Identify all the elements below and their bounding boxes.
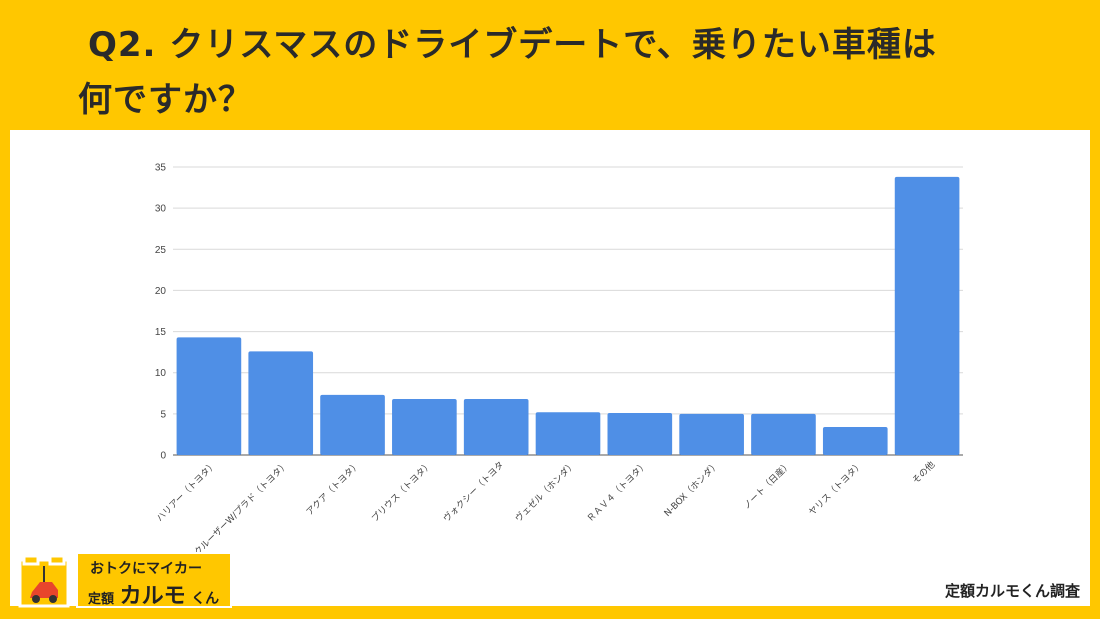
logo-brand-line: 定額 カルモ くん xyxy=(88,578,219,610)
logo-brand: カルモ xyxy=(119,584,186,609)
title-line-1: Q2. クリスマスのドライブデートで、乗りたい車種は xyxy=(88,25,937,65)
x-tick-label: ノート（日産） xyxy=(741,459,794,512)
y-tick-label: 5 xyxy=(160,409,166,420)
y-tick-label: 25 xyxy=(155,245,167,256)
title-line-2: 何ですか？ xyxy=(78,80,253,120)
y-tick-label: 20 xyxy=(155,286,167,297)
x-tick-label: ハリアー（トヨタ） xyxy=(154,459,219,524)
bar xyxy=(248,351,314,455)
bar xyxy=(607,413,673,455)
x-tick-label: アクア（トヨタ） xyxy=(304,459,362,517)
car-crane-logo-icon xyxy=(18,554,70,608)
bar xyxy=(751,413,816,455)
y-tick-label: 10 xyxy=(155,368,167,379)
x-tick-label: プリウス（トヨタ） xyxy=(369,459,434,524)
x-tick-label: N-BOX（ホンダ） xyxy=(661,459,721,519)
bar xyxy=(535,412,601,455)
x-tick-label: ヤリス（トヨタ） xyxy=(807,459,866,518)
logo-suffix: くん xyxy=(191,591,220,607)
x-tick-label: ＲＡＶ４（トヨタ） xyxy=(585,459,650,524)
logo-wordmark: おトクにマイカー 定額 カルモ くん xyxy=(76,552,232,610)
chart-title: Q2. クリスマスのドライブデートで、乗りたい車種は 何ですか？ xyxy=(78,18,1078,128)
bar xyxy=(392,399,457,455)
bar xyxy=(822,427,888,455)
bar xyxy=(320,394,385,455)
brand-logo: おトクにマイカー 定額 カルモ くん xyxy=(18,552,236,610)
y-tick-label: 0 xyxy=(160,451,166,462)
logo-tagline: おトクにマイカー xyxy=(90,561,202,577)
bar xyxy=(679,413,744,455)
x-tick-label: ヴォクシー（トヨタ xyxy=(441,459,507,525)
bar-chart: 05101520253035ハリアー（トヨタ）ランドクルーザーW/プラド（トヨタ… xyxy=(154,163,963,577)
logo-prefix: 定額 xyxy=(88,592,115,607)
y-tick-label: 15 xyxy=(155,327,167,338)
source-note: 定額カルモくん調査 xyxy=(944,582,1080,600)
y-tick-label: 30 xyxy=(155,204,167,215)
y-tick-label: 35 xyxy=(155,163,167,174)
x-tick-label: ヴェゼル（ホンダ） xyxy=(512,459,578,525)
x-tick-label: その他 xyxy=(910,459,938,487)
bar xyxy=(176,337,242,455)
bar xyxy=(894,176,960,456)
bar xyxy=(463,399,529,455)
chart-panel: 0 5 10 15 20 25 30 35 ハリアー（トヨタ） ランドクルーザーW/プラド（トヨタ… xyxy=(10,130,1090,606)
